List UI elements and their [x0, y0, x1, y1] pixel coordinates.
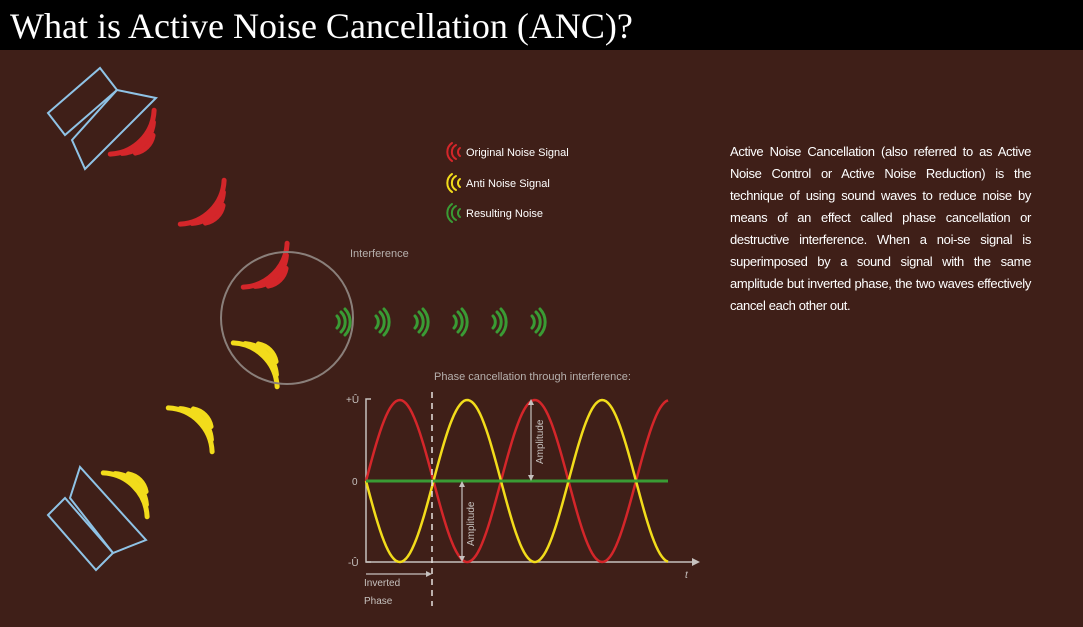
noise-sine-wave — [364, 398, 669, 564]
description-text: Active Noise Cancellation (also referred… — [730, 144, 1031, 313]
interference-circle — [220, 251, 354, 385]
legend-label-original-noise: Original Noise Signal — [466, 147, 569, 159]
y-min-label: -Û — [348, 556, 359, 569]
legend-item-original-noise: Original Noise Signal — [446, 142, 569, 162]
legend-item-resulting-noise: Resulting Noise — [446, 203, 543, 223]
legend-label-anti-noise: Anti Noise Signal — [466, 178, 550, 190]
resulting-noise-waves — [335, 307, 547, 337]
anti-noise-sine-wave — [364, 398, 669, 564]
y-zero-label: 0 — [352, 477, 358, 488]
amplitude-arrow-lower: Amplitude — [459, 481, 477, 562]
graph-title: Phase cancellation through interference: — [434, 371, 631, 383]
amplitude-label-lower: Amplitude — [466, 501, 477, 546]
interference-label: Interference — [350, 248, 409, 260]
y-max-label: +Û — [346, 393, 359, 406]
inverted-phase-label-line2: Phase — [364, 596, 393, 607]
legend: Original Noise Signal Anti Noise Signal … — [446, 142, 569, 223]
page-title: What is Active Noise Cancellation (ANC)? — [10, 6, 633, 46]
speaker-icon-bottom — [46, 465, 148, 572]
legend-item-anti-noise: Anti Noise Signal — [446, 173, 550, 193]
inverted-phase-label-line1: Inverted — [364, 578, 400, 589]
anti-noise-wave-groups — [100, 340, 280, 520]
amplitude-label-upper: Amplitude — [535, 419, 546, 464]
legend-label-resulting-noise: Resulting Noise — [466, 208, 543, 220]
amplitude-arrow-upper: Amplitude — [528, 399, 546, 481]
title-bar: What is Active Noise Cancellation (ANC)? — [0, 0, 1083, 50]
phase-graph: Phase cancellation through interference:… — [346, 371, 700, 607]
x-axis-label: t — [685, 570, 689, 581]
phase-shift-arrow-head-icon — [426, 571, 432, 577]
noise-wave-groups — [107, 107, 290, 290]
speaker-icon-top — [46, 66, 159, 171]
x-axis-arrow-icon — [692, 558, 700, 566]
